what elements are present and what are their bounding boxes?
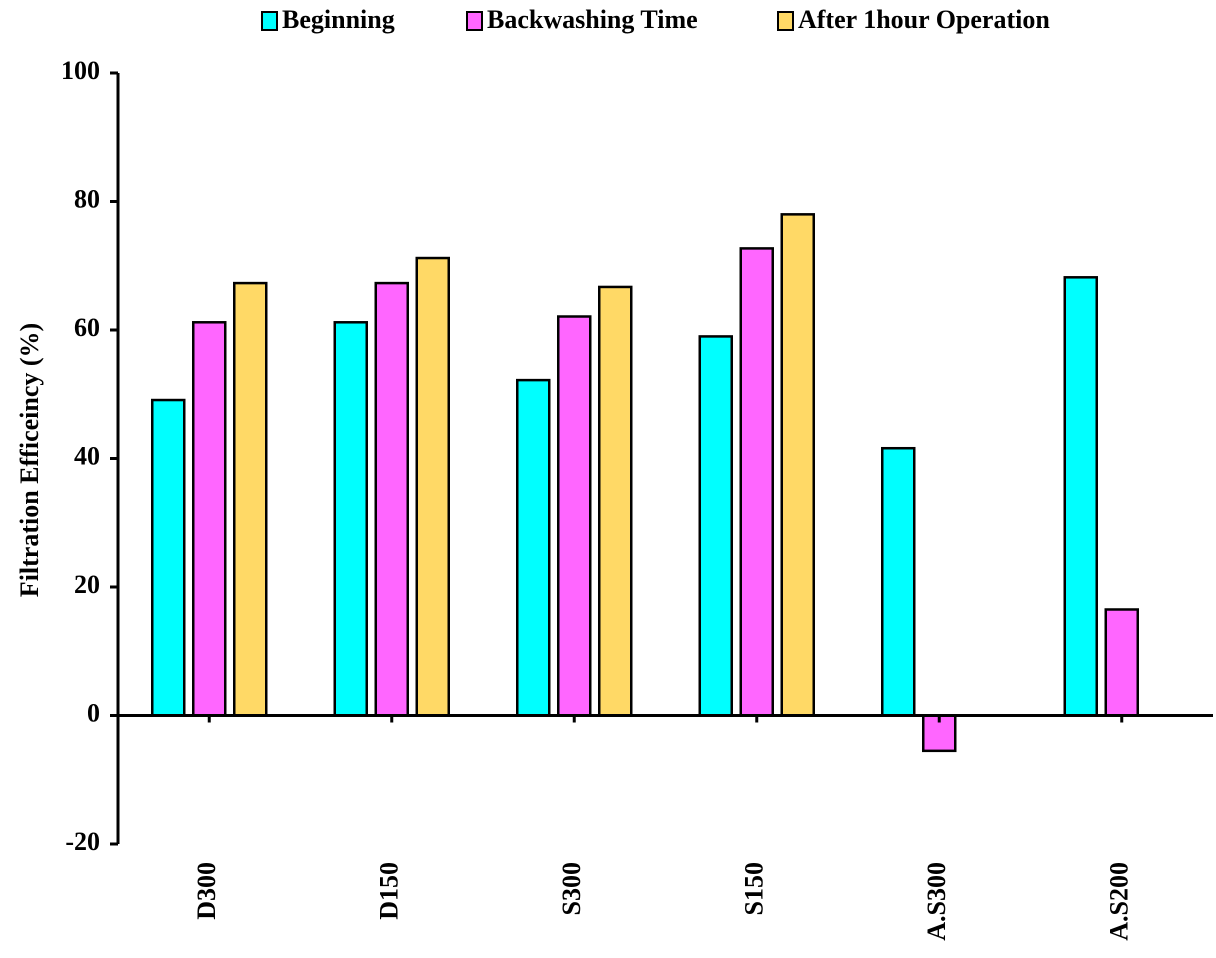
legend-swatch (777, 11, 794, 31)
legend-swatch (261, 11, 278, 31)
x-tick-label: S150 (740, 862, 769, 915)
y-tick-label: -20 (65, 827, 100, 856)
x-tick-label: A.S200 (1105, 862, 1134, 941)
x-tick-label: D150 (375, 862, 404, 920)
bar (233, 281, 268, 717)
y-axis-title: Filtration Efficeincy (%) (15, 323, 44, 597)
y-tick-label: 60 (74, 313, 100, 342)
legend-label: Backwashing Time (487, 5, 698, 34)
legend-label: Beginning (282, 5, 395, 34)
x-tick-label: S300 (557, 862, 586, 915)
bar (698, 335, 733, 717)
legend-swatch (466, 11, 483, 31)
legend-label: After 1hour Operation (798, 5, 1050, 34)
x-tick-label: A.S300 (922, 862, 951, 941)
y-tick-label: 40 (74, 441, 100, 470)
y-tick-label: 100 (61, 56, 100, 85)
bar (1063, 276, 1098, 717)
bar (151, 398, 186, 717)
bar (881, 446, 916, 717)
bar (557, 315, 592, 717)
y-tick-label: 0 (87, 698, 100, 727)
bar (192, 321, 227, 717)
y-tick-label: 20 (74, 570, 100, 599)
y-tick-label: 80 (74, 184, 100, 213)
bar (374, 281, 409, 717)
bar (739, 247, 774, 717)
x-tick-label: D300 (192, 862, 221, 920)
bar (333, 321, 368, 717)
bar (516, 378, 551, 717)
bar (1104, 608, 1139, 717)
bar (780, 213, 815, 717)
bar (415, 256, 450, 717)
bar (598, 285, 633, 717)
